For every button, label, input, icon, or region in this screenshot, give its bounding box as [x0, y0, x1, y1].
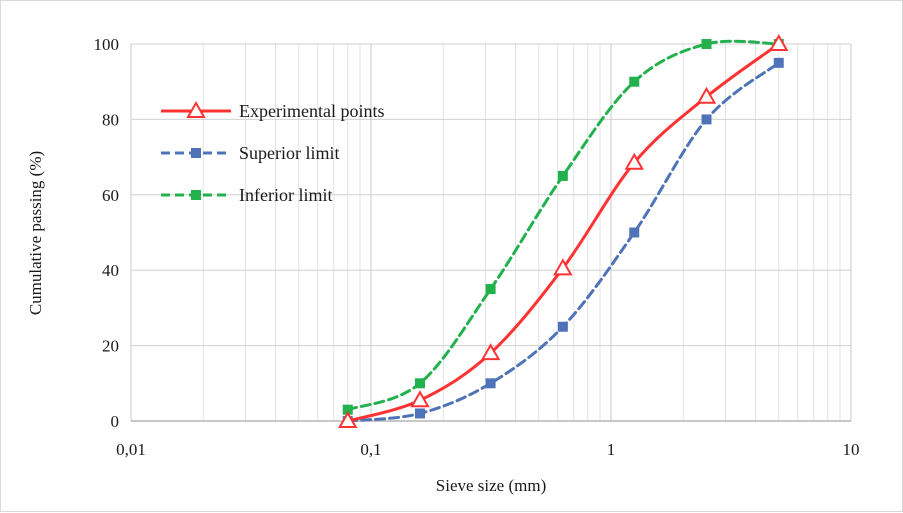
- inferior-limit-line: [346, 39, 781, 412]
- x-tick-label: 0,01: [116, 440, 146, 459]
- legend-marker-experimental-points: [186, 100, 206, 118]
- grid-lines: [130, 43, 852, 421]
- superior-limit-point: [701, 114, 712, 125]
- experimental-points-point: [696, 86, 717, 104]
- series-lines: [338, 33, 789, 428]
- inferior-limit-point: [701, 39, 712, 49]
- superior-limit-point: [629, 227, 640, 238]
- x-axis-label: Sieve size (mm): [436, 476, 546, 495]
- inferior-limit-point: [557, 170, 568, 181]
- x-tick-label: 10: [843, 440, 860, 459]
- axes: 0 20 40 60 80 100 0,01 0,1 1 10: [94, 35, 860, 459]
- x-tick-label: 1: [607, 440, 616, 459]
- superior-limit-point: [773, 57, 784, 68]
- legend: Experimental points Superior limit Inferio…: [161, 100, 384, 205]
- inferior-limit-point: [485, 284, 496, 295]
- experimental-points-point: [480, 343, 501, 361]
- inferior-limit-point: [342, 404, 353, 415]
- y-tick-label: 20: [102, 337, 119, 356]
- superior-limit-point: [485, 378, 496, 389]
- y-tick-label: 0: [111, 412, 120, 431]
- experimental-points-point: [553, 258, 573, 276]
- legend-label-experimental-points: Experimental points: [239, 101, 384, 121]
- superior-limit-point: [557, 321, 568, 332]
- y-tick-label: 80: [102, 110, 119, 129]
- legend-label-inferior-limit: Inferior limit: [239, 185, 332, 205]
- y-axis-label: Cumulative passing (%): [26, 151, 45, 315]
- superior-limit-line: [346, 61, 781, 423]
- experimental-points-point: [769, 33, 789, 51]
- superior-limit-point: [414, 408, 425, 419]
- experimental-points-point: [338, 410, 358, 428]
- legend-label-superior-limit: Superior limit: [239, 143, 340, 163]
- inferior-limit-point: [629, 76, 640, 87]
- inferior-limit-point: [414, 378, 425, 389]
- x-tick-label: 0,1: [360, 440, 381, 459]
- y-tick-label: 40: [102, 261, 119, 280]
- legend-marker-inferior-limit: [191, 190, 201, 200]
- experimental-points-point: [624, 152, 644, 170]
- y-tick-label: 60: [102, 186, 119, 205]
- experimental-points-point: [410, 390, 430, 408]
- y-tick-label: 100: [94, 35, 120, 54]
- legend-marker-superior-limit: [191, 148, 201, 158]
